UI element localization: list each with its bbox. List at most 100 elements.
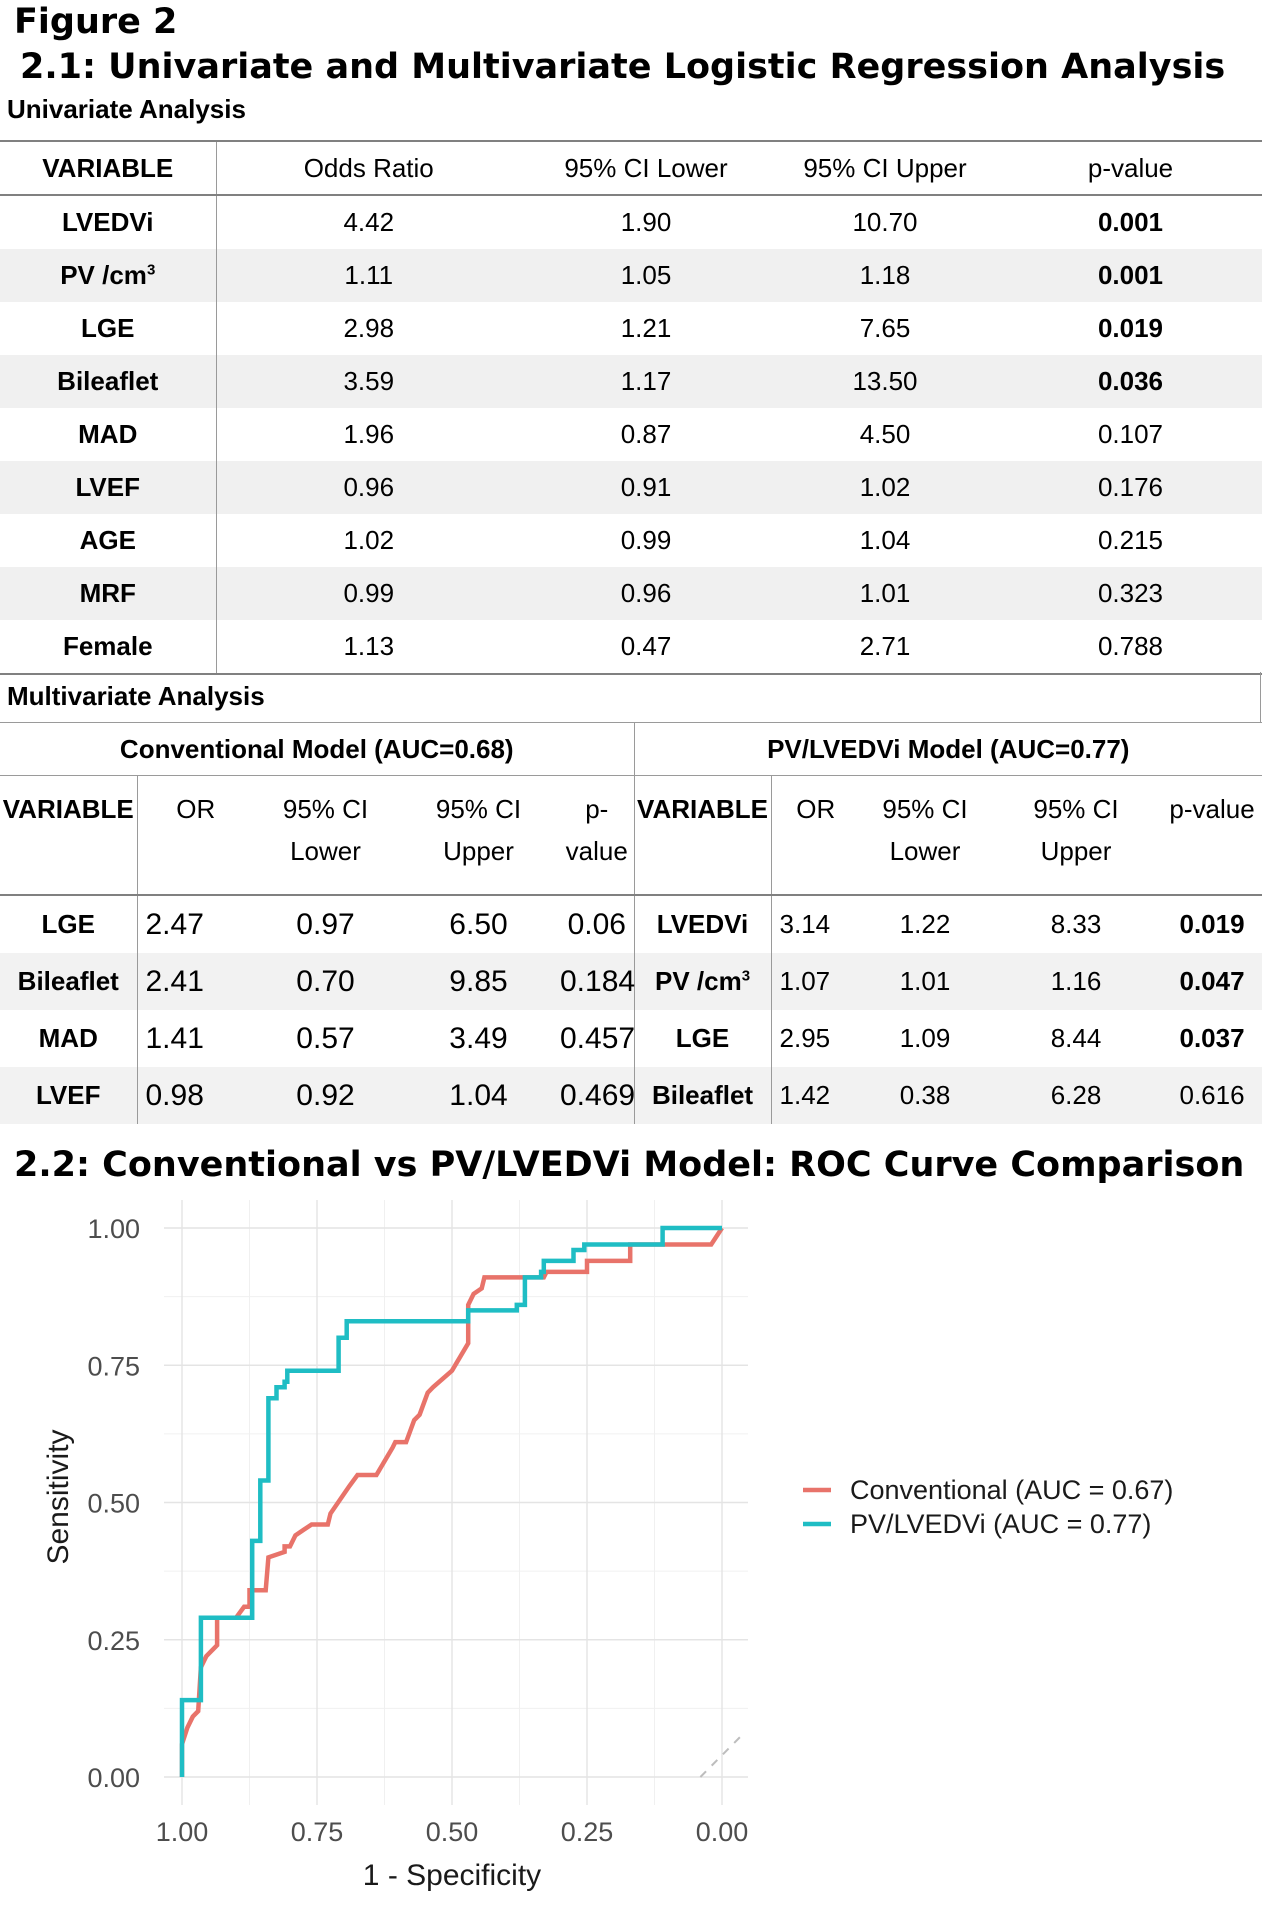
pv-upper-cell-text: 1.16	[1050, 966, 1102, 996]
pv-lower-cell: 0.38	[860, 1067, 991, 1124]
ci-lower-cell: 0.91	[521, 461, 771, 514]
conv-p-cell: 0.457	[560, 1010, 635, 1067]
pv-header-lower: 95% CI Lower	[860, 775, 991, 896]
odds-ratio-cell: 0.96	[216, 461, 521, 514]
odds-ratio-cell-text: 1.11	[344, 260, 394, 290]
legend: Conventional (AUC = 0.67) PV/LVEDVi (AUC …	[803, 1475, 1173, 1539]
pv-or-cell: 1.07	[770, 953, 861, 1010]
variable-cell-text: MRF	[79, 578, 136, 608]
p-value-cell: 0.788	[999, 620, 1262, 675]
variable-cell: Bileaflet	[0, 355, 217, 408]
univariate-table: VARIABLE Odds Ratio 95% CI Lower 95% CI …	[0, 140, 1262, 675]
variable-cell-text: Bileaflet	[57, 366, 159, 396]
ci-lower-cell-text: 1.21	[620, 313, 672, 343]
legend-label: Conventional (AUC = 0.67)	[850, 1475, 1173, 1505]
series-layer	[179, 1225, 724, 1777]
pv-variable-cell-text: LVEDVi	[656, 909, 749, 939]
pv-model-title: PV/LVEDVi Model (AUC=0.77)	[633, 722, 1262, 776]
conv-upper-cell: 9.85	[397, 953, 560, 1010]
conv-or-cell: 1.41	[136, 1010, 254, 1067]
conv-header-lower-l2: Lower	[290, 836, 361, 866]
odds-ratio-cell-text: 0.96	[343, 472, 395, 502]
p-value-cell-text: 0.001	[1097, 260, 1164, 290]
pv-lower-cell-text: 1.09	[899, 1023, 951, 1053]
odds-ratio-cell: 3.59	[216, 355, 521, 408]
conv-lower-cell: 0.92	[254, 1067, 397, 1124]
conv-upper-cell: 1.04	[397, 1067, 560, 1124]
ci-lower-cell-text: 0.47	[620, 631, 672, 661]
conv-header-p: p-value	[560, 775, 635, 896]
conv-variable-cell: MAD	[0, 1010, 137, 1067]
p-value-cell: 0.107	[999, 408, 1262, 461]
y-axis-label: Sensitivity	[42, 1429, 75, 1564]
variable-cell: LGE	[0, 302, 217, 355]
table-row: MAD 1.96 0.87 4.50 0.107	[0, 408, 1262, 461]
odds-ratio-cell-text: 4.42	[343, 207, 395, 237]
conv-p-cell-text: 0.469	[560, 1078, 636, 1112]
ci-lower-cell: 1.21	[521, 302, 771, 355]
y-tick-label: 0.25	[87, 1626, 140, 1656]
roc-chart: 0.000.250.500.751.00 1.00 0.75 0.50 0.25 0.0…	[42, 1200, 1173, 1892]
pv-header-upper: 95% CI Upper	[990, 775, 1163, 896]
grid-major	[164, 1200, 748, 1805]
conv-or-cell-text: 2.47	[145, 907, 204, 941]
odds-ratio-cell-text: 1.02	[343, 525, 395, 555]
pv-upper-cell-text: 6.28	[1050, 1080, 1102, 1110]
pv-lower-cell-text: 1.01	[899, 966, 951, 996]
section-title-roc: 2.2: Conventional vs PV/LVEDVi Model: RO…	[14, 1145, 1245, 1185]
univariate-title: Univariate Analysis	[7, 94, 246, 124]
pv-or-cell: 2.95	[770, 1010, 861, 1067]
conv-or-cell: 2.47	[136, 895, 254, 953]
p-value-cell: 0.001	[999, 249, 1262, 302]
ci-lower-cell-text: 1.05	[620, 260, 672, 290]
pv-variable-cell: LVEDVi	[633, 895, 772, 953]
conv-header-upper: 95% CI Upper	[397, 775, 560, 896]
conv-variable-cell: Bileaflet	[0, 953, 137, 1010]
conv-variable-cell-text: Bileaflet	[17, 966, 119, 996]
odds-ratio-cell: 1.96	[216, 408, 521, 461]
multivariate-title: Multivariate Analysis	[7, 681, 265, 711]
table-row: AGE 1.02 0.99 1.04 0.215	[0, 514, 1262, 567]
odds-ratio-cell-text: 0.99	[343, 578, 395, 608]
multivariate-table: Conventional Model (AUC=0.68) PV/LVEDVi …	[0, 722, 1262, 1124]
conv-lower-cell-text: 0.70	[296, 964, 355, 998]
p-value-cell-text: 0.788	[1097, 631, 1164, 661]
ci-upper-cell: 13.50	[771, 355, 999, 408]
variable-cell: MAD	[0, 408, 217, 461]
ci-lower-cell-text: 1.90	[620, 207, 672, 237]
variable-cell: PV /cm3	[0, 249, 217, 302]
ci-lower-cell: 0.96	[521, 567, 771, 620]
table-row: Bileaflet 2.41 0.70 9.85 0.184 PV /cm3 1.07 1.0…	[0, 953, 1262, 1010]
table-row: PV /cm3 1.11 1.05 1.18 0.001	[0, 249, 1262, 302]
x-tick-label: 0.75	[291, 1817, 344, 1847]
pv-upper-cell-text: 8.33	[1050, 909, 1102, 939]
variable-cell-text: AGE	[79, 525, 136, 555]
ci-upper-cell: 7.65	[771, 302, 999, 355]
pv-variable-cell: PV /cm3	[633, 953, 772, 1010]
superscript: 3	[146, 261, 156, 279]
variable-cell-text: LVEDVi	[61, 207, 154, 237]
odds-ratio-cell: 1.13	[216, 620, 521, 675]
table-row: LVEF 0.98 0.92 1.04 0.469 Bileaflet 1.42 0.38 6.…	[0, 1067, 1262, 1124]
ci-lower-cell: 0.87	[521, 408, 771, 461]
pv-p-cell-text: 0.047	[1179, 966, 1245, 996]
p-value-cell-text: 0.215	[1097, 525, 1164, 555]
x-tick-label: 0.00	[696, 1817, 749, 1847]
pv-upper-cell-text: 8.44	[1050, 1023, 1102, 1053]
pv-header-lower-l2: Lower	[889, 836, 961, 866]
odds-ratio-cell: 1.11	[216, 249, 521, 302]
pv-upper-cell: 8.44	[990, 1010, 1162, 1067]
conv-p-cell-text: 0.06	[567, 907, 626, 941]
pv-lower-cell: 1.01	[860, 953, 991, 1010]
reference-diagonal-line	[699, 1732, 745, 1778]
ci-upper-cell-text: 1.04	[859, 525, 911, 555]
pv-or-cell-text: 3.14	[779, 909, 831, 939]
conv-or-cell: 2.41	[136, 953, 254, 1010]
table-row: MRF 0.99 0.96 1.01 0.323	[0, 567, 1262, 620]
conv-header-lower-l1: 95% CI	[282, 794, 369, 824]
y-tick-label: 0.00	[87, 1763, 140, 1793]
pv-lower-cell-text: 0.38	[899, 1080, 951, 1110]
variable-cell-text: LGE	[81, 313, 135, 343]
p-value-cell-text: 0.019	[1097, 313, 1164, 343]
pv-header-p: p-value	[1162, 775, 1262, 896]
